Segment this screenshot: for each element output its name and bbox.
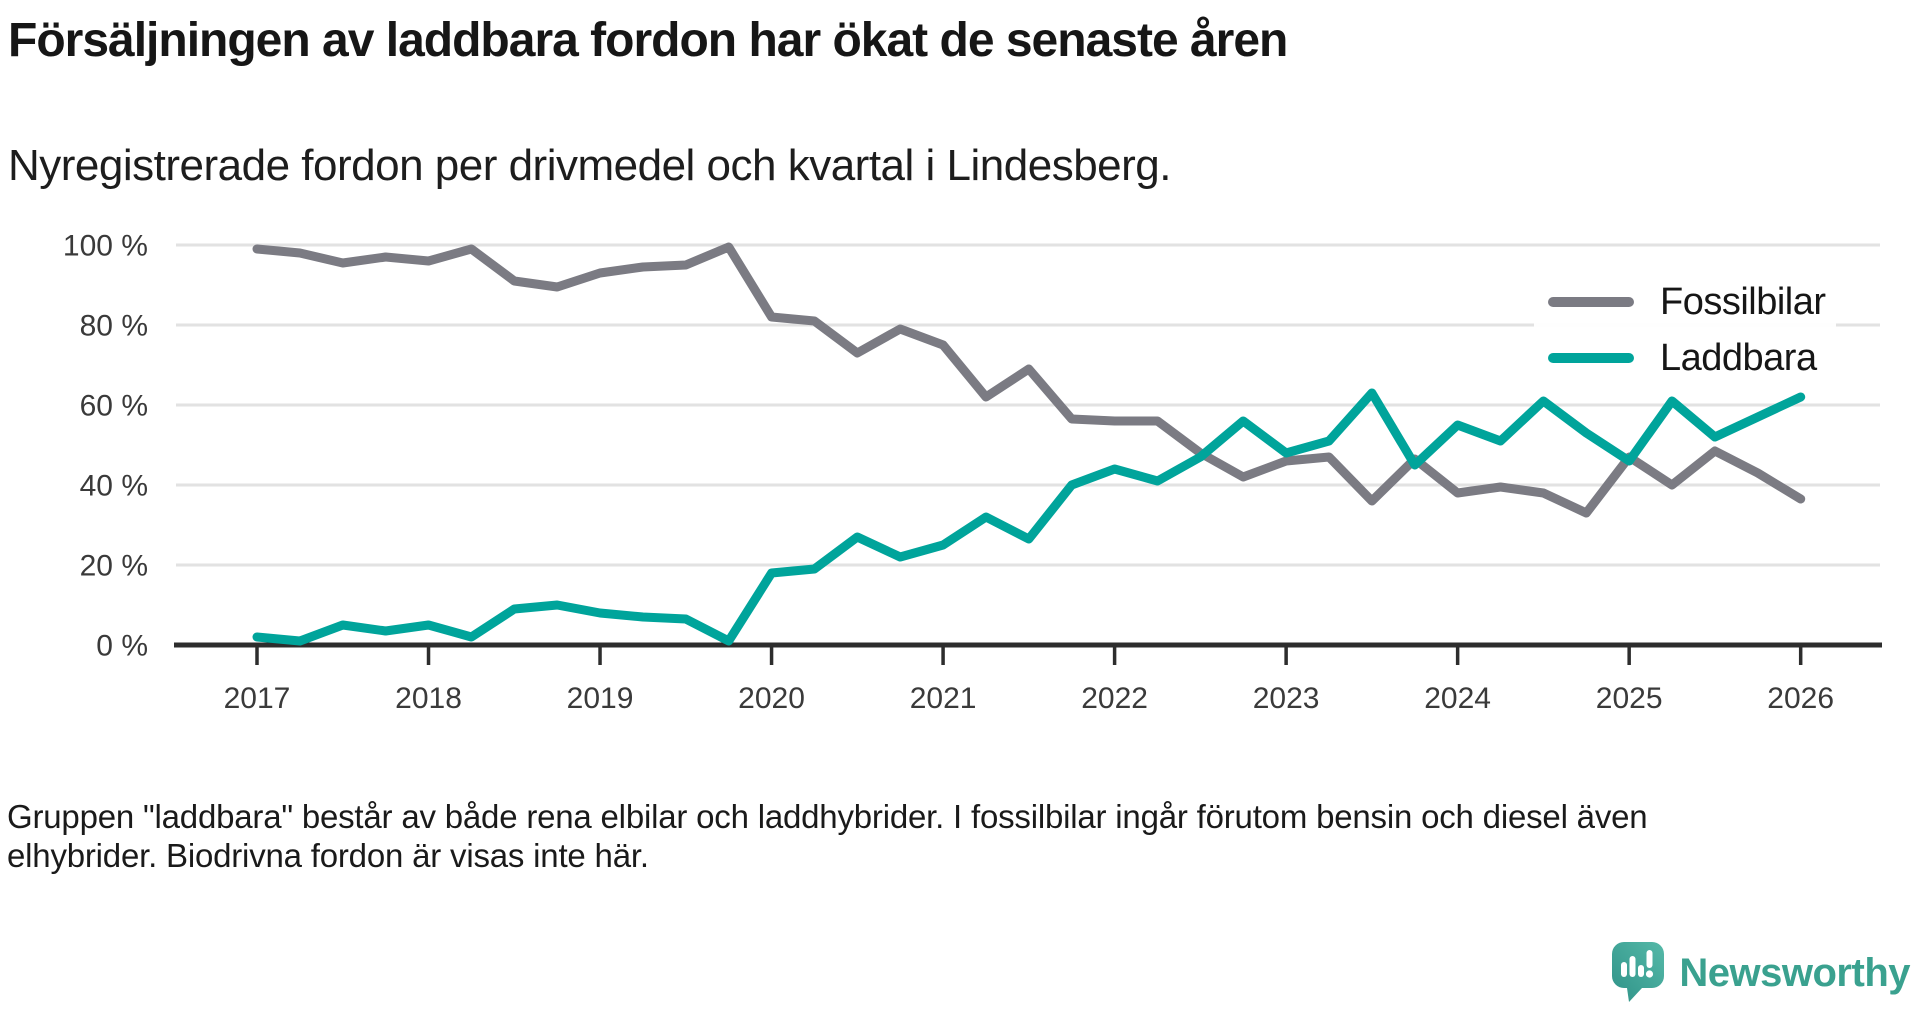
logo-barchart-glyph bbox=[1621, 950, 1654, 978]
newsworthy-logo-text: Newsworthy bbox=[1679, 950, 1910, 995]
chart-subtitle: Nyregistrerade fordon per drivmedel och … bbox=[8, 141, 1171, 190]
y-axis-label-80: 80 % bbox=[80, 310, 148, 343]
newsworthy-logo-icon bbox=[1612, 942, 1665, 1002]
footnote-line-1: Gruppen "laddbara" består av både rena e… bbox=[7, 798, 1648, 835]
series-line-laddbara bbox=[252, 388, 1806, 646]
x-axis-label-2020: 2020 bbox=[738, 682, 805, 715]
footnote-line-2: elhybrider. Biodrivna fordon är visas in… bbox=[7, 837, 649, 874]
legend-label-fossilbilar: Fossilbilar bbox=[1660, 280, 1826, 323]
chart-title: Försäljningen av laddbara fordon har öka… bbox=[8, 14, 1288, 67]
y-axis-label-60: 60 % bbox=[80, 390, 148, 423]
x-axis-label-2021: 2021 bbox=[910, 682, 977, 715]
chart-legend: Fossilbilar Laddbara bbox=[1534, 274, 1836, 386]
y-axis-label-100: 100 % bbox=[63, 230, 148, 263]
series-line-fossilbilar bbox=[252, 242, 1806, 518]
legend-swatch-laddbara bbox=[1548, 353, 1634, 363]
x-axis-label-2026: 2026 bbox=[1767, 682, 1834, 715]
legend-item-fossilbilar: Fossilbilar bbox=[1548, 274, 1826, 330]
x-axis-label-2025: 2025 bbox=[1596, 682, 1663, 715]
x-axis-label-2024: 2024 bbox=[1424, 682, 1491, 715]
y-axis-label-20: 20 % bbox=[80, 550, 148, 583]
x-axis-label-2019: 2019 bbox=[567, 682, 634, 715]
x-axis-label-2022: 2022 bbox=[1081, 682, 1148, 715]
legend-swatch-fossilbilar bbox=[1548, 297, 1634, 307]
y-axis-label-0: 0 % bbox=[96, 630, 148, 663]
legend-label-laddbara: Laddbara bbox=[1660, 336, 1817, 379]
x-axis-label-2018: 2018 bbox=[395, 682, 462, 715]
newsworthy-logo: Newsworthy bbox=[1612, 942, 1910, 1004]
y-axis-label-40: 40 % bbox=[80, 470, 148, 503]
x-axis-label-2017: 2017 bbox=[224, 682, 291, 715]
chart-footnote: Gruppen "laddbara" består av både rena e… bbox=[7, 797, 1648, 875]
x-axis-label-2023: 2023 bbox=[1253, 682, 1320, 715]
legend-item-laddbara: Laddbara bbox=[1548, 330, 1826, 386]
